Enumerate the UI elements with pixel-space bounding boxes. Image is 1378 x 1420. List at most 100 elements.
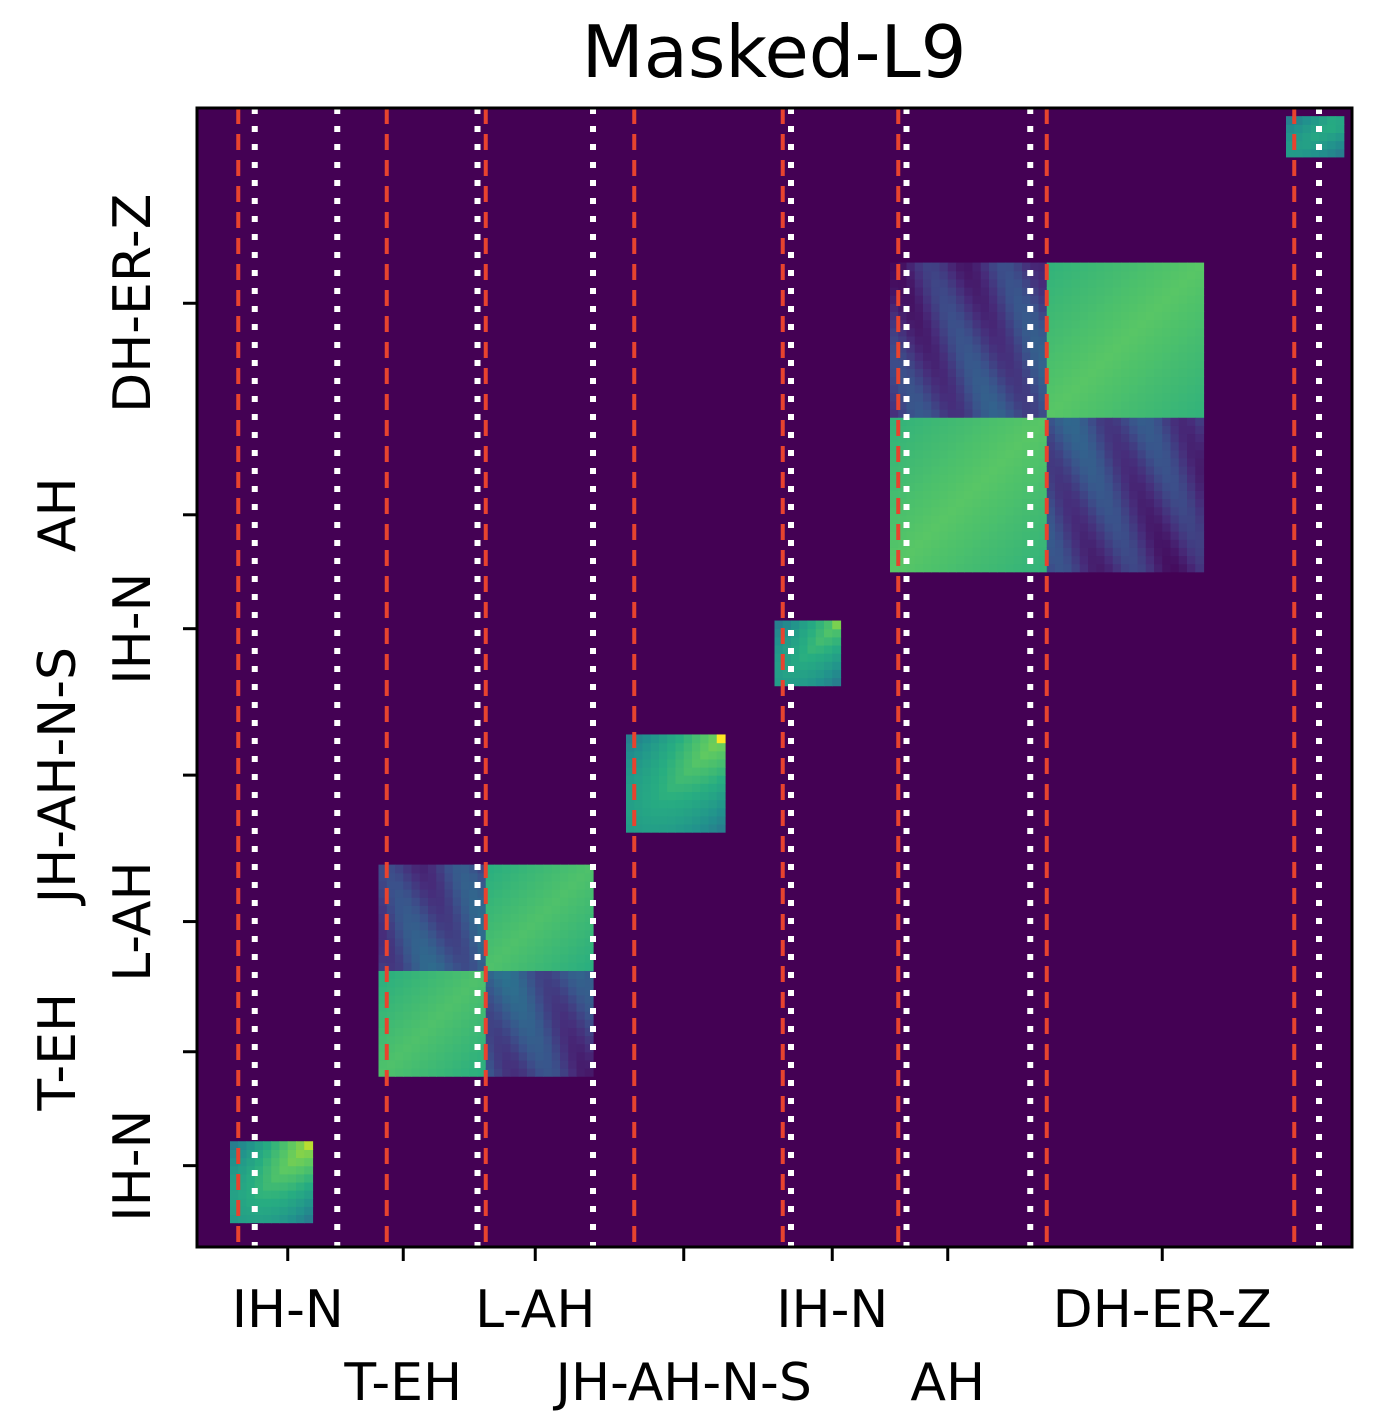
heatmap-cell (964, 262, 974, 272)
heatmap-cell (667, 791, 677, 801)
heatmap-cell (1112, 514, 1122, 524)
heatmap-cell (1022, 295, 1031, 304)
heatmap-cell (1030, 441, 1040, 451)
heatmap-cell (989, 409, 998, 418)
heatmap-cell (1096, 278, 1106, 288)
heatmap-cell (304, 1214, 314, 1224)
heatmap-cell (1178, 384, 1188, 394)
heatmap-cell (378, 1011, 388, 1020)
heatmap-cell (1046, 311, 1056, 321)
heatmap-cell (1013, 270, 1023, 280)
heatmap-cell (560, 1019, 569, 1028)
heatmap-cell (1154, 335, 1163, 345)
heatmap-cell (923, 449, 932, 459)
heatmap-cell (898, 286, 908, 296)
heatmap-cell (238, 1206, 248, 1216)
heatmap-cell (939, 360, 949, 369)
heatmap-cell (650, 799, 660, 809)
heatmap-cell (1112, 319, 1122, 329)
heatmap-cell (386, 1068, 396, 1077)
heatmap-cell (436, 1002, 446, 1012)
heatmap-cell (452, 921, 462, 931)
heatmap-cell (923, 352, 932, 361)
heatmap-cell (1088, 262, 1097, 272)
heatmap-cell (923, 433, 932, 443)
heatmap-cell (535, 905, 545, 915)
heatmap-cell (914, 490, 924, 500)
heatmap-cell (1005, 490, 1015, 500)
heatmap-cell (1071, 498, 1081, 508)
heatmap-cell (1079, 563, 1089, 573)
heatmap-cell (1088, 360, 1097, 369)
heatmap-cell (1096, 425, 1106, 435)
heatmap-cell (890, 360, 899, 369)
heatmap-cell (1112, 262, 1122, 272)
heatmap-cell (1187, 327, 1196, 337)
heatmap-cell (1038, 360, 1048, 369)
heatmap-cell (1071, 531, 1081, 540)
heatmap-cell (1063, 417, 1073, 426)
heatmap-cell (518, 1019, 528, 1028)
heatmap-cell (774, 677, 784, 687)
heatmap-cell (1104, 368, 1114, 378)
heatmap-cell (576, 913, 586, 923)
heatmap-cell (1013, 319, 1023, 329)
heatmap-cell (444, 921, 454, 931)
heatmap-cell (947, 514, 957, 524)
heatmap-cell (659, 775, 668, 784)
heatmap-cell (403, 1011, 413, 1020)
heatmap-cell (1154, 368, 1163, 378)
heatmap-cell (510, 1059, 520, 1069)
heatmap-cell (230, 1181, 239, 1191)
heatmap-cell (1079, 465, 1089, 475)
heatmap-cell (428, 1035, 437, 1045)
heatmap-cell (923, 498, 932, 508)
heatmap-cell (444, 1068, 454, 1077)
heatmap-cell (1112, 384, 1122, 394)
heatmap-cell (1112, 441, 1122, 451)
heatmap-cell (304, 1141, 314, 1150)
heatmap-cell (461, 1002, 470, 1012)
heatmap-cell (477, 929, 487, 939)
heatmap-cell (395, 1043, 404, 1053)
heatmap-cell (1046, 425, 1056, 435)
heatmap-cell (1178, 490, 1188, 500)
heatmap-cell (1178, 506, 1188, 516)
heatmap-cell (997, 563, 1007, 573)
heatmap-cell (939, 343, 949, 353)
heatmap-cell (1088, 409, 1097, 418)
heatmap-cell (1063, 286, 1073, 296)
heatmap-cell (972, 474, 982, 483)
heatmap-cell (551, 913, 561, 923)
heatmap-cell (1046, 303, 1056, 312)
heatmap-cell (964, 547, 974, 557)
heatmap-cell (947, 400, 957, 410)
heatmap-cell (535, 978, 545, 988)
heatmap-cell (890, 547, 899, 557)
heatmap-cell (378, 1068, 388, 1077)
heatmap-cell (947, 384, 957, 394)
heatmap-cell (584, 962, 594, 971)
heatmap-cell (1063, 262, 1073, 272)
heatmap-cell (997, 547, 1007, 557)
heatmap-cell (914, 506, 924, 516)
heatmap-cell (1170, 539, 1180, 548)
heatmap-cell (700, 807, 710, 817)
heatmap-cell (238, 1141, 248, 1150)
heatmap-cell (1013, 563, 1023, 573)
heatmap-cell (395, 913, 404, 923)
heatmap-cell (1195, 286, 1205, 296)
heatmap-cell (485, 1019, 495, 1028)
heatmap-cell (914, 547, 924, 557)
heatmap-cell (1055, 441, 1064, 451)
heatmap-cell (1013, 400, 1023, 410)
heatmap-cell (535, 937, 545, 947)
heatmap-cell (923, 490, 932, 500)
heatmap-cell (964, 522, 974, 532)
heatmap-cell (799, 620, 809, 630)
heatmap-cell (296, 1190, 305, 1199)
heatmap-cell (469, 962, 479, 971)
heatmap-cell (411, 913, 421, 923)
heatmap-cell (386, 1035, 396, 1045)
heatmap-cell (461, 872, 470, 882)
